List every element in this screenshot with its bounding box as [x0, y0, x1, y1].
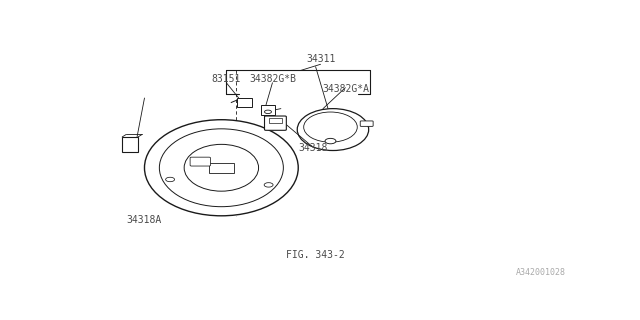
Text: 34382G*A: 34382G*A: [322, 84, 369, 94]
Circle shape: [166, 177, 175, 182]
FancyBboxPatch shape: [264, 116, 286, 130]
Circle shape: [264, 110, 271, 114]
Text: FIG. 343-2: FIG. 343-2: [286, 250, 345, 260]
FancyBboxPatch shape: [237, 98, 252, 107]
Ellipse shape: [184, 144, 259, 191]
Text: 34382G*B: 34382G*B: [249, 74, 296, 84]
Ellipse shape: [297, 108, 369, 150]
Circle shape: [325, 138, 336, 144]
FancyBboxPatch shape: [360, 121, 373, 126]
Text: 34318: 34318: [298, 143, 328, 153]
FancyBboxPatch shape: [122, 137, 138, 152]
Ellipse shape: [159, 129, 284, 207]
FancyBboxPatch shape: [269, 118, 282, 123]
FancyBboxPatch shape: [190, 157, 211, 166]
Circle shape: [264, 183, 273, 187]
Text: 34318A: 34318A: [127, 214, 162, 225]
Ellipse shape: [304, 112, 357, 142]
Text: 83151: 83151: [212, 74, 241, 84]
Ellipse shape: [145, 120, 298, 216]
FancyBboxPatch shape: [261, 105, 275, 115]
Text: 34311: 34311: [306, 54, 335, 64]
FancyBboxPatch shape: [209, 163, 234, 173]
Text: A342001028: A342001028: [516, 268, 566, 277]
